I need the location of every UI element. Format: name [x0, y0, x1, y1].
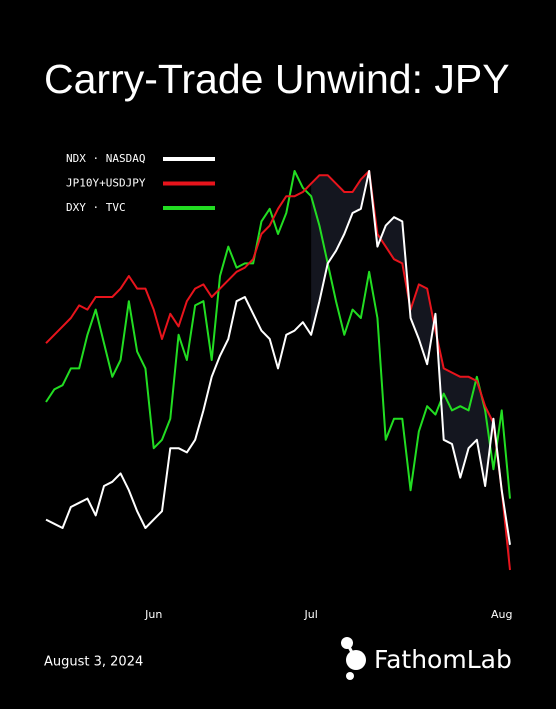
chart-title: Carry-Trade Unwind: JPY	[44, 56, 510, 102]
date: August 3, 2024	[44, 655, 143, 670]
legend-label: DXY · TVC	[66, 201, 126, 214]
logo-link	[345, 642, 358, 661]
brand: FathomLab	[374, 645, 512, 674]
legend-label: JP10Y+USDJPY	[66, 177, 146, 190]
x-tick-label: Jul	[304, 608, 318, 621]
series-line	[45, 170, 511, 571]
series-line	[45, 170, 511, 499]
series-line	[45, 170, 511, 545]
x-tick-label: Aug	[491, 608, 512, 621]
x-tick-label: Jun	[144, 608, 162, 621]
legend-label: NDX · NASDAQ	[66, 152, 145, 165]
logo-dot	[346, 672, 354, 680]
brand-logo	[341, 637, 366, 680]
spread-area	[311, 171, 510, 570]
